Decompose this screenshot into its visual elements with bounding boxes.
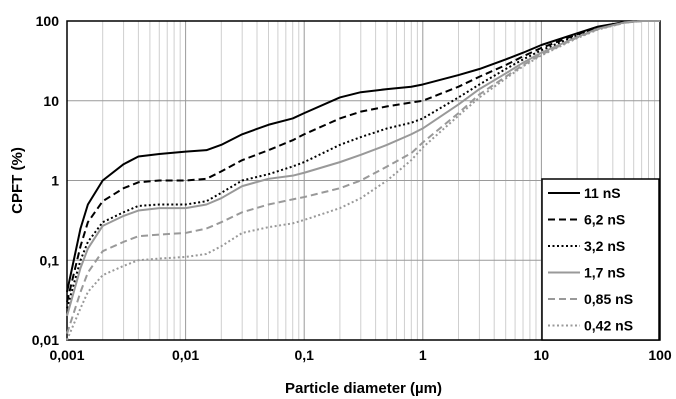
legend-label: 11 nS [584,185,621,201]
legend-label: 0,42 nS [584,318,633,334]
x-axis-title: Particle diameter (µm) [285,380,442,397]
x-tick-label: 1 [419,347,427,363]
series-line-3 [66,20,660,309]
series-line-2 [66,20,660,303]
x-tick-label: 0,01 [172,347,199,363]
series-line-5 [66,20,660,334]
x-tick-label: 100 [648,347,672,363]
x-axis-ticks: 0,001 0,01 0,1 1 10 100 [49,347,671,363]
y-axis-title: CPFT (%) [9,147,26,214]
y-tick-label: 10 [43,93,59,109]
legend: 11 nS 6,2 nS 3,2 nS 1,7 nS 0,85 nS 0,42 nS [541,178,660,341]
series-line-6 [66,20,660,341]
legend-label: 3,2 nS [584,238,625,254]
y-tick-label: 0,1 [40,252,60,268]
legend-box [541,178,660,341]
legend-label: 0,85 nS [584,291,633,307]
y-tick-label: 100 [36,13,60,29]
series-line-1 [66,20,660,293]
series-line-4 [66,20,660,317]
legend-label: 6,2 nS [584,212,625,228]
x-tick-label: 0,1 [294,347,314,363]
y-tick-label: 0,01 [32,332,59,348]
plot-frame [66,20,661,341]
y-axis-ticks: 0,01 0,1 1 10 100 [32,13,59,348]
y-tick-label: 1 [51,173,59,189]
legend-label: 1,7 nS [584,265,625,281]
x-tick-label: 10 [534,347,550,363]
series-layer [66,20,660,341]
x-tick-label: 0,001 [49,347,84,363]
